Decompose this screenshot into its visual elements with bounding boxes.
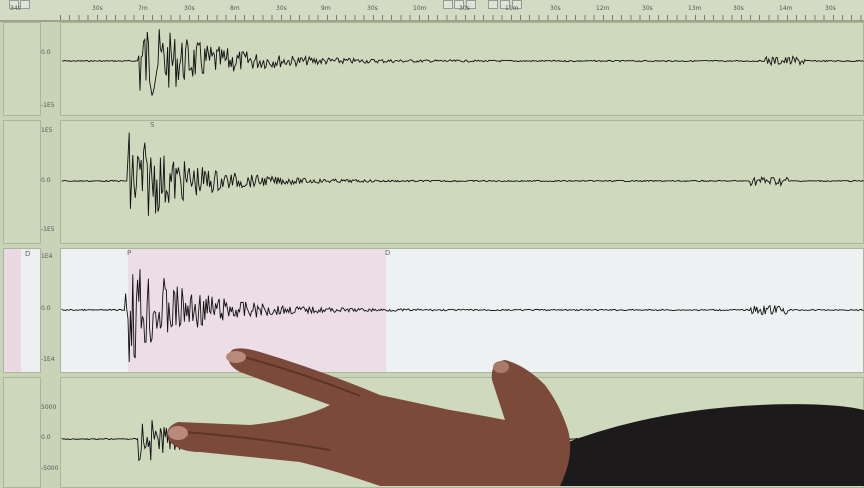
mini-panel-1[interactable] — [3, 22, 41, 116]
time-label: 30s — [550, 5, 561, 12]
mini-panel-3[interactable]: D — [3, 248, 41, 373]
axis-label: 1E5 — [41, 127, 53, 134]
toolbar-button[interactable] — [488, 0, 498, 9]
axis-label: 0.0 — [41, 305, 51, 312]
amplitude-axis-3: 1E4 0.0 -1E4 — [41, 248, 58, 371]
time-label: 8m — [230, 5, 240, 12]
toolbar-button[interactable] — [512, 0, 522, 9]
time-label: 30s — [276, 5, 287, 12]
amplitude-axis-2: 1E5 0.0 -1E5 — [41, 120, 58, 242]
toolbar-button[interactable] — [454, 0, 464, 9]
mini-marker-d: D — [25, 250, 31, 258]
ruler-ticks — [60, 15, 864, 20]
p-wave-marker: P — [127, 249, 132, 257]
time-label: 30s — [92, 5, 103, 12]
time-label: 30s — [825, 5, 836, 12]
d-marker: D — [385, 249, 391, 257]
time-label: 30s — [459, 5, 470, 12]
time-label: 30s — [367, 5, 378, 12]
axis-label: -1E4 — [41, 356, 55, 363]
time-label: 34s — [10, 5, 21, 12]
time-label: 30s — [184, 5, 195, 12]
waveform — [61, 269, 864, 363]
mini-panel-2[interactable] — [3, 120, 41, 244]
time-label: 10m — [413, 5, 427, 12]
s-wave-marker: S — [150, 121, 155, 129]
axis-label: 0.0 — [41, 177, 51, 184]
axis-label: 5000 — [41, 404, 57, 411]
waveform — [61, 29, 864, 96]
axis-label: 1E4 — [41, 253, 53, 260]
seismogram-channel-1[interactable] — [60, 22, 864, 116]
waveform — [61, 132, 864, 216]
time-label: 30s — [733, 5, 744, 12]
toolbar-button[interactable] — [466, 0, 476, 9]
sleeve — [530, 404, 864, 486]
seismogram-channel-2[interactable]: S — [60, 120, 864, 244]
time-label: 13m — [688, 5, 702, 12]
axis-label: -1E5 — [41, 102, 55, 109]
axis-label: 0.0 — [41, 49, 51, 56]
amplitude-axis-1: 0.0 -1E5 — [41, 22, 58, 114]
time-label: 11m — [505, 5, 519, 12]
time-label: 12m — [596, 5, 610, 12]
axis-label: -1E5 — [41, 226, 55, 233]
toolbar-button[interactable] — [9, 0, 19, 9]
toolbar-button[interactable] — [20, 0, 30, 9]
toolbar-button[interactable] — [500, 0, 510, 9]
mini-panel-4[interactable] — [3, 377, 41, 488]
amplitude-axis-4: 5000 0.0 -5000 — [41, 377, 58, 486]
time-label: 9m — [321, 5, 331, 12]
axis-label: 0.0 — [41, 434, 51, 441]
time-label: 30s — [642, 5, 653, 12]
hand — [167, 348, 571, 486]
time-ruler[interactable]: 34s 30s 7m 30s 8m 30s 9m 30s 10m 30s 11m 30s 12m 30s 1… — [0, 0, 864, 22]
time-label: 14m — [779, 5, 793, 12]
time-label: 7m — [138, 5, 148, 12]
axis-label: -5000 — [41, 465, 59, 472]
toolbar-button[interactable] — [443, 0, 453, 9]
